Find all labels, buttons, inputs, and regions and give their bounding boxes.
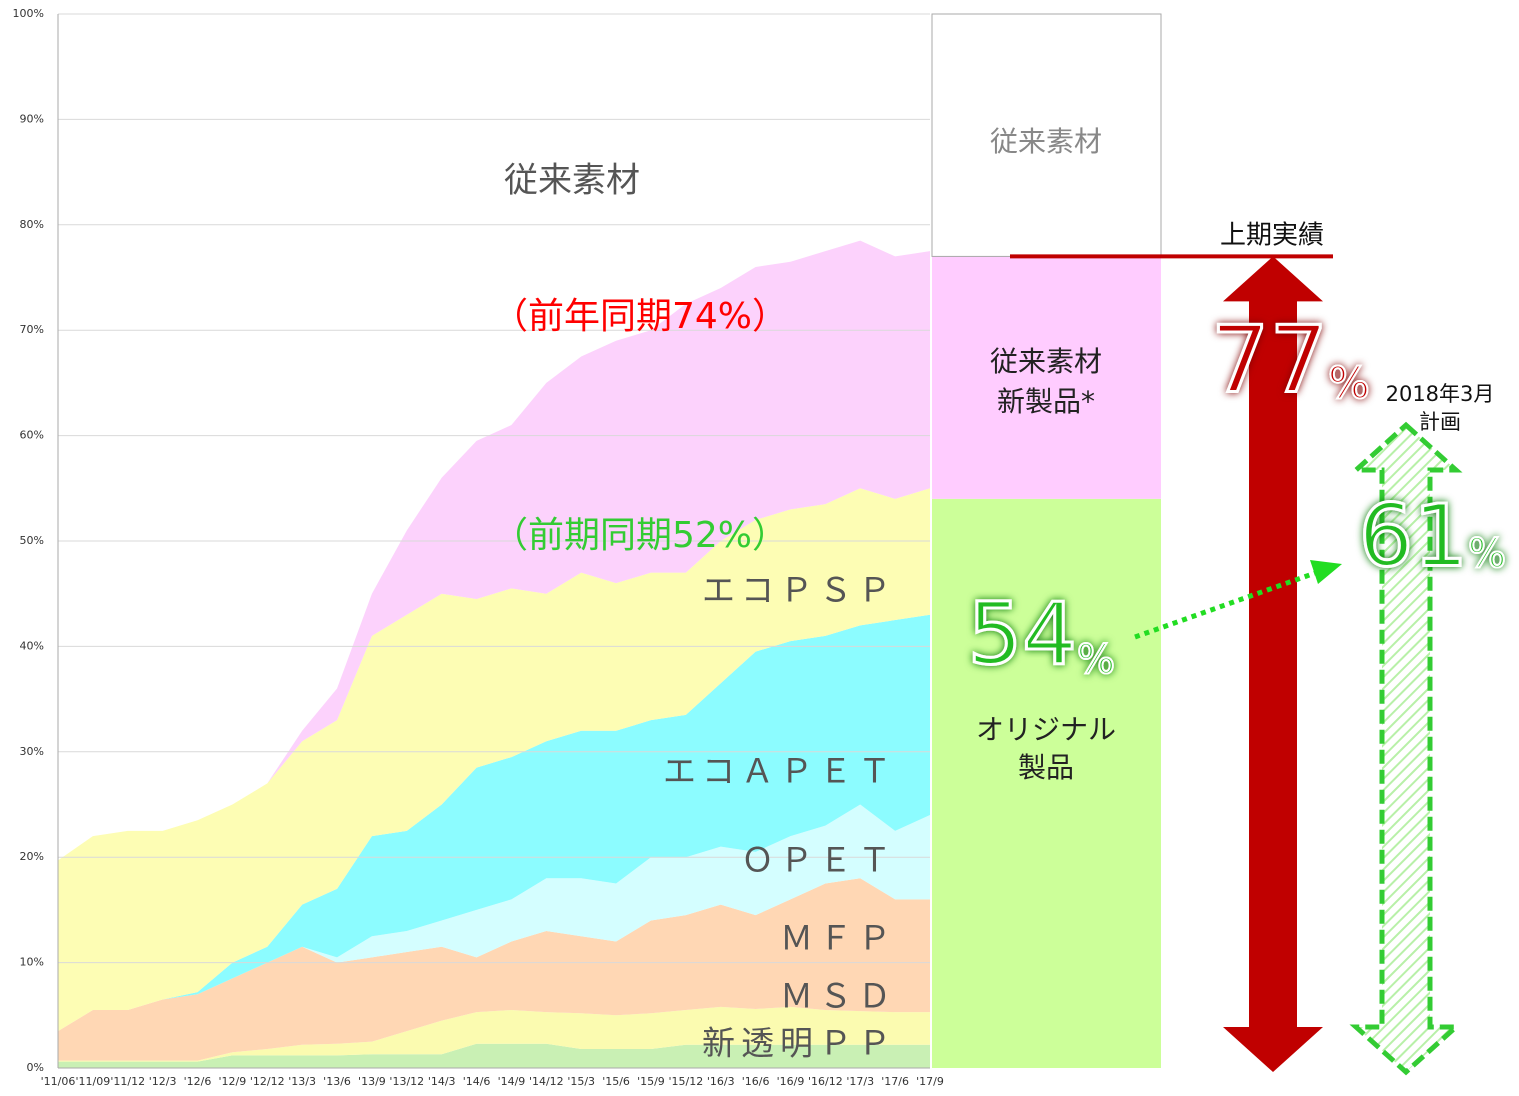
x-tick-label: '15/9 [637, 1075, 665, 1088]
y-tick-label: 50% [20, 534, 44, 547]
area [58, 488, 930, 1032]
y-tick-label: 100% [13, 7, 44, 20]
connector [1134, 569, 1319, 640]
series-label: ＯＰＥＴ [741, 841, 897, 880]
y-tick-label: 0% [27, 1061, 44, 1074]
x-tick-label: '16/6 [742, 1075, 770, 1088]
x-tick-label: '17/3 [846, 1075, 874, 1088]
x-tick-label: '13/3 [288, 1075, 316, 1088]
series-label: エコＡＰＥＴ [663, 752, 897, 791]
y-tick-label: 70% [20, 323, 44, 336]
big-unit: % [1328, 358, 1370, 409]
side-bar-label: 製品 [1018, 751, 1074, 784]
x-tick-label: '17/9 [916, 1075, 944, 1088]
x-tick-label: '13/9 [358, 1075, 386, 1088]
x-tick-label: '14/12 [529, 1075, 564, 1088]
x-tick-label: '15/6 [602, 1075, 630, 1088]
x-tick-label: '11/09 [76, 1075, 111, 1088]
y-tick-label: 40% [20, 639, 44, 652]
area [58, 1006, 930, 1062]
area [58, 240, 930, 861]
side-bar-label: 従来素材 [990, 345, 1102, 378]
series-label: 新透明ＰＰ [702, 1024, 897, 1063]
big-unit: % [1468, 531, 1506, 577]
big-number: 61 [1359, 486, 1468, 586]
big-number: 77 [1211, 306, 1328, 413]
area [58, 878, 930, 1061]
y-tick-label: 30% [20, 745, 44, 758]
x-tick-label: '14/3 [428, 1075, 456, 1088]
x-tick-label: '16/12 [808, 1075, 843, 1088]
x-tick-label: '12/6 [184, 1075, 212, 1088]
plan-arrow [1349, 421, 1463, 1076]
note: （前年同期74%） [492, 296, 788, 337]
result-arrow [1223, 256, 1323, 1072]
x-tick-label: '16/9 [777, 1075, 805, 1088]
side-bar-segment [932, 256, 1161, 499]
top-label: 従来素材 [504, 161, 640, 201]
result-label: 上期実績 [1220, 221, 1324, 251]
x-tick-label: '16/3 [707, 1075, 735, 1088]
big-number: 54 [968, 584, 1077, 684]
side-bar-label: 従来素材 [990, 125, 1102, 158]
area [58, 614, 930, 1032]
side-bar-segment [931, 13, 1162, 257]
series-label: ＭＦＰ [780, 919, 897, 958]
x-tick-label: '13/6 [323, 1075, 351, 1088]
series-label: エコＰＳＰ [702, 571, 897, 610]
series-label: ＭＳＤ [780, 977, 897, 1016]
x-tick-label: '17/6 [881, 1075, 909, 1088]
side-bar-label: オリジナル [976, 713, 1116, 746]
x-tick-label: '14/6 [463, 1075, 491, 1088]
x-tick-label: '13/12 [389, 1075, 424, 1088]
x-tick-label: '14/9 [498, 1075, 526, 1088]
side-bar-label: 新製品* [997, 385, 1095, 418]
y-tick-label: 10% [20, 956, 44, 969]
side-bar-segment [932, 498, 1161, 1069]
plan-label: 2018年3月 [1386, 382, 1495, 406]
y-tick-label: 90% [20, 112, 44, 125]
x-tick-label: '12/9 [219, 1075, 247, 1088]
big-unit: % [1077, 637, 1115, 683]
y-tick-label: 20% [20, 850, 44, 863]
x-tick-label: '12/12 [250, 1075, 285, 1088]
x-tick-label: '15/12 [668, 1075, 703, 1088]
x-tick-label: '11/06 [41, 1075, 76, 1088]
y-tick-label: 60% [20, 429, 44, 442]
plan-label: 計画 [1419, 410, 1461, 434]
area [58, 1043, 930, 1068]
note: （前期同期52%） [492, 515, 788, 556]
x-tick-label: '11/12 [110, 1075, 145, 1088]
connector-head [1310, 560, 1342, 584]
area [58, 804, 930, 1032]
x-tick-label: '15/3 [567, 1075, 595, 1088]
x-tick-label: '12/3 [149, 1075, 177, 1088]
y-tick-label: 80% [20, 218, 44, 231]
